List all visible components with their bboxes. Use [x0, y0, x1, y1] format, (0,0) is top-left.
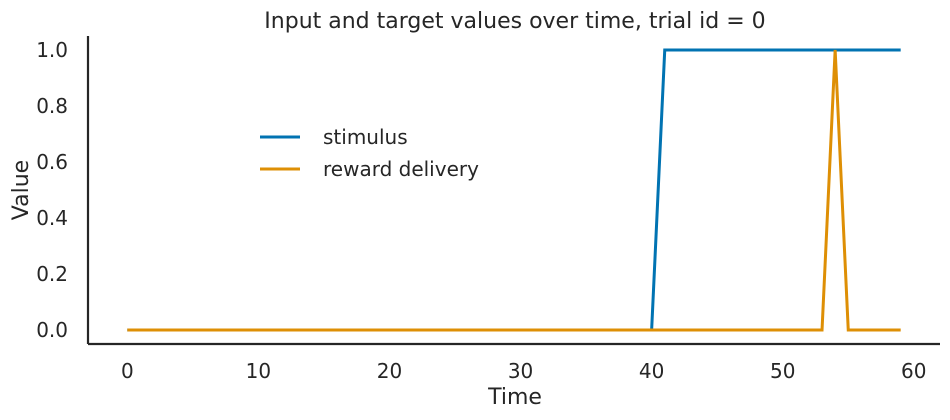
legend: stimulus reward delivery	[260, 125, 479, 181]
x-tick-label: 20	[377, 359, 402, 383]
y-tick-label: 0.2	[36, 262, 68, 286]
x-tick-label: 30	[508, 359, 533, 383]
y-tick-label: 0.8	[36, 94, 68, 118]
y-axis-label: Value	[9, 160, 34, 220]
x-tick-label: 10	[246, 359, 271, 383]
chart-title: Input and target values over time, trial…	[264, 9, 765, 34]
x-axis-label: Time	[487, 385, 542, 410]
x-tick-label: 0	[121, 359, 134, 383]
x-tick-label: 40	[639, 359, 664, 383]
y-axis-ticks: 0.0 0.2 0.4 0.6 0.8 1.0	[36, 38, 68, 342]
y-tick-label: 0.0	[36, 318, 68, 342]
series-line-stimulus	[127, 48, 901, 332]
legend-label: stimulus	[323, 125, 408, 149]
x-tick-label: 50	[770, 359, 795, 383]
plot-area	[127, 48, 901, 332]
y-tick-label: 1.0	[36, 38, 68, 62]
x-tick-label: 60	[901, 359, 926, 383]
x-axis-ticks: 0 10 20 30 40 50 60	[121, 359, 927, 383]
series-line-reward-delivery	[127, 49, 901, 332]
legend-label: reward delivery	[323, 157, 479, 181]
y-tick-label: 0.6	[36, 150, 68, 174]
y-tick-label: 0.4	[36, 206, 68, 230]
